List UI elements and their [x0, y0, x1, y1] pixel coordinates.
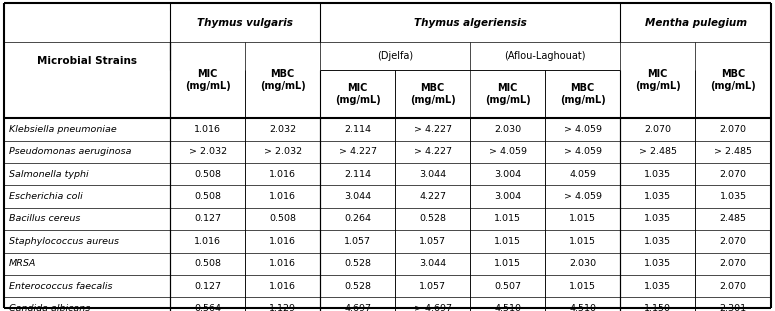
- Text: Pseudomonas aeruginosa: Pseudomonas aeruginosa: [9, 147, 131, 156]
- Text: 1.016: 1.016: [269, 259, 296, 268]
- Text: > 4.227: > 4.227: [414, 147, 452, 156]
- Text: Klebsiella pneumoniae: Klebsiella pneumoniae: [9, 125, 116, 134]
- Text: > 2.032: > 2.032: [188, 147, 226, 156]
- Text: 2.030: 2.030: [494, 125, 522, 134]
- Text: 3.044: 3.044: [344, 192, 371, 201]
- Text: 1.150: 1.150: [644, 304, 671, 311]
- Text: > 2.485: > 2.485: [639, 147, 677, 156]
- Text: > 4.227: > 4.227: [339, 147, 377, 156]
- Text: 0.508: 0.508: [194, 259, 221, 268]
- Text: 1.016: 1.016: [194, 125, 221, 134]
- Text: 4.227: 4.227: [419, 192, 446, 201]
- Text: 2.114: 2.114: [344, 125, 371, 134]
- Text: 4.697: 4.697: [344, 304, 371, 311]
- Text: > 4.227: > 4.227: [414, 125, 452, 134]
- Text: 0.528: 0.528: [419, 215, 446, 223]
- Text: 2.070: 2.070: [644, 125, 671, 134]
- Text: 2.301: 2.301: [720, 304, 747, 311]
- Text: Thymus algeriensis: Thymus algeriensis: [414, 17, 526, 28]
- Text: > 4.059: > 4.059: [563, 147, 601, 156]
- Text: 1.057: 1.057: [344, 237, 371, 246]
- Text: 1.035: 1.035: [644, 170, 671, 179]
- Text: 2.030: 2.030: [569, 259, 596, 268]
- Text: 1.035: 1.035: [644, 282, 671, 290]
- Text: MRSA: MRSA: [9, 259, 36, 268]
- Text: MIC
(mg/mL): MIC (mg/mL): [184, 69, 230, 91]
- Text: 1.015: 1.015: [494, 237, 522, 246]
- Text: 1.015: 1.015: [569, 237, 596, 246]
- Text: 0.564: 0.564: [194, 304, 221, 311]
- Text: (Djelfa): (Djelfa): [377, 51, 413, 61]
- Text: Escherichia coli: Escherichia coli: [9, 192, 82, 201]
- Text: > 2.485: > 2.485: [715, 147, 753, 156]
- Text: 0.508: 0.508: [269, 215, 296, 223]
- Text: 0.507: 0.507: [494, 282, 522, 290]
- Text: 0.127: 0.127: [194, 282, 221, 290]
- Text: 4.510: 4.510: [494, 304, 522, 311]
- Text: > 2.032: > 2.032: [264, 147, 301, 156]
- Text: 0.508: 0.508: [194, 170, 221, 179]
- Text: 2.070: 2.070: [720, 170, 746, 179]
- Text: 2.070: 2.070: [720, 259, 746, 268]
- Text: 2.032: 2.032: [269, 125, 296, 134]
- Text: 1.015: 1.015: [569, 282, 596, 290]
- Text: 1.057: 1.057: [419, 237, 446, 246]
- Text: 1.016: 1.016: [269, 237, 296, 246]
- Text: 0.528: 0.528: [344, 259, 371, 268]
- Text: 1.035: 1.035: [644, 215, 671, 223]
- Text: 0.127: 0.127: [194, 215, 221, 223]
- Text: Salmonella typhi: Salmonella typhi: [9, 170, 88, 179]
- Text: 0.528: 0.528: [344, 282, 371, 290]
- Text: (Aflou-Laghouat): (Aflou-Laghouat): [505, 51, 586, 61]
- Text: 0.508: 0.508: [194, 192, 221, 201]
- Text: Thymus vulgaris: Thymus vulgaris: [197, 17, 293, 28]
- Text: 1.035: 1.035: [644, 192, 671, 201]
- Text: > 4.059: > 4.059: [563, 125, 601, 134]
- Text: MIC
(mg/mL): MIC (mg/mL): [635, 69, 680, 91]
- Text: 0.264: 0.264: [344, 215, 371, 223]
- Text: Enterococcus faecalis: Enterococcus faecalis: [9, 282, 112, 290]
- Text: 1.035: 1.035: [720, 192, 747, 201]
- Text: 3.004: 3.004: [494, 170, 522, 179]
- Text: 1.035: 1.035: [644, 237, 671, 246]
- Text: 2.485: 2.485: [720, 215, 746, 223]
- Text: 1.015: 1.015: [494, 259, 522, 268]
- Text: > 4.059: > 4.059: [489, 147, 527, 156]
- Text: 2.070: 2.070: [720, 282, 746, 290]
- Text: MBC
(mg/mL): MBC (mg/mL): [410, 83, 456, 105]
- Text: > 4.059: > 4.059: [563, 192, 601, 201]
- Text: 1.016: 1.016: [269, 170, 296, 179]
- Text: 1.015: 1.015: [494, 215, 522, 223]
- Text: Mentha pulegium: Mentha pulegium: [645, 17, 746, 28]
- Text: Candida albicans: Candida albicans: [9, 304, 90, 311]
- Text: 1.129: 1.129: [269, 304, 296, 311]
- Text: 2.114: 2.114: [344, 170, 371, 179]
- Text: Staphylococcus aureus: Staphylococcus aureus: [9, 237, 119, 246]
- Text: 1.057: 1.057: [419, 282, 446, 290]
- Text: 3.044: 3.044: [419, 170, 446, 179]
- Text: 3.004: 3.004: [494, 192, 522, 201]
- Text: 4.510: 4.510: [569, 304, 596, 311]
- Text: MBC
(mg/mL): MBC (mg/mL): [560, 83, 605, 105]
- Text: Microbial Strains: Microbial Strains: [37, 56, 137, 66]
- Text: 2.070: 2.070: [720, 237, 746, 246]
- Text: 4.059: 4.059: [569, 170, 596, 179]
- Text: 1.016: 1.016: [269, 282, 296, 290]
- Text: MBC
(mg/mL): MBC (mg/mL): [260, 69, 305, 91]
- Text: 1.016: 1.016: [269, 192, 296, 201]
- Text: 1.015: 1.015: [569, 215, 596, 223]
- Text: > 4.697: > 4.697: [414, 304, 452, 311]
- Text: MIC
(mg/mL): MIC (mg/mL): [485, 83, 531, 105]
- Text: 1.035: 1.035: [644, 259, 671, 268]
- Text: 2.070: 2.070: [720, 125, 746, 134]
- Text: MBC
(mg/mL): MBC (mg/mL): [711, 69, 756, 91]
- Text: Bacillus cereus: Bacillus cereus: [9, 215, 80, 223]
- Text: MIC
(mg/mL): MIC (mg/mL): [335, 83, 381, 105]
- Text: 1.016: 1.016: [194, 237, 221, 246]
- Text: 3.044: 3.044: [419, 259, 446, 268]
